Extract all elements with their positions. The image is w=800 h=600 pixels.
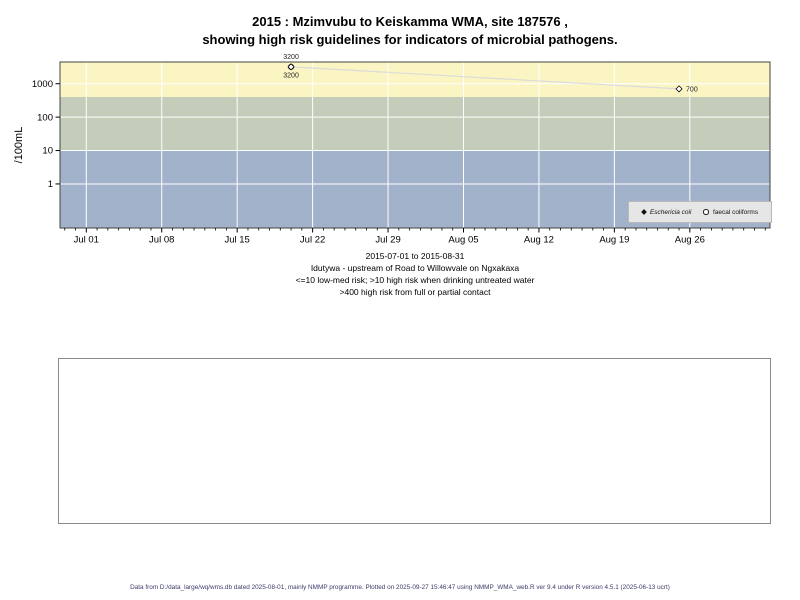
legend-item-escherichia-coli: Eschericia coli (641, 208, 692, 216)
y-tick-label: 1000 (32, 79, 53, 90)
empty-panel (58, 358, 771, 524)
x-tick-label: Jul 22 (300, 235, 325, 246)
footer-text: Data from D:/data_large/wq/wms.db dated … (130, 584, 670, 591)
x-axis-labels: Jul 01 Jul 08 Jul 15 Jul 22 Jul 29 Aug 05 Aug … (74, 235, 705, 246)
chart-legend: Eschericia coli faecal coliforms (628, 201, 772, 223)
gridlines (60, 62, 770, 228)
series-line (291, 66, 680, 90)
y-axis-title: /100mL (13, 127, 25, 164)
point-labels: 3200 700 3200 (283, 54, 698, 93)
y-axis-labels: 1 10 100 1000 (32, 79, 53, 190)
x-tick-label: Aug 19 (599, 235, 629, 246)
caption-risk-line2: >400 high risk from full or partial cont… (339, 287, 491, 297)
filled-diamond-icon (641, 209, 647, 215)
x-tick-label: Jul 01 (74, 235, 99, 246)
chart-svg: Jul 01 Jul 08 Jul 15 Jul 22 Jul 29 Aug 05 Aug … (13, 54, 771, 246)
risk-band (60, 97, 770, 151)
legend-label-faecal-coliforms: faecal coliforms (712, 208, 759, 216)
x-tick-label: Jul 08 (149, 235, 174, 246)
chart-title: 2015 : Mzimvubu to Keiskamma WMA, site 1… (55, 13, 765, 49)
x-tick-label: Aug 12 (524, 235, 554, 246)
data-point-diamond (675, 85, 683, 93)
x-tick-label: Aug 26 (675, 235, 705, 246)
data-point-diamond (287, 63, 295, 71)
y-tick-label: 1 (48, 179, 53, 190)
caption-risk-line1: <=10 low-med risk; >10 high risk when dr… (295, 275, 535, 285)
y-tick-label: 10 (42, 146, 53, 157)
chart-title-line2: showing high risk guidelines for indicat… (202, 32, 618, 47)
chart-title-line1: 2015 : Mzimvubu to Keiskamma WMA, site 1… (252, 14, 568, 29)
x-tick-label: Jul 29 (375, 235, 400, 246)
plot-border (59, 61, 771, 229)
x-tick-label: Aug 05 (448, 235, 478, 246)
caption-site: Idutywa - upstream of Road to Willowvale… (310, 263, 520, 273)
x-axis-ticks (64, 228, 766, 233)
data-point-label: 3200 (283, 54, 299, 61)
series-escherichia-coli (287, 63, 683, 93)
legend-label-escherichia-coli: Eschericia coli (649, 208, 692, 216)
risk-band (60, 62, 770, 98)
legend-item-faecal-coliforms: faecal coliforms (703, 209, 758, 216)
caption-period: 2015-07-01 to 2015-08-31 (365, 251, 465, 261)
data-point-label: 700 (686, 86, 698, 93)
x-tick-label: Jul 15 (224, 235, 249, 246)
chart-caption: 2015-07-01 to 2015-08-31 Idutywa - upstr… (60, 250, 770, 298)
y-axis-ticks (55, 83, 60, 185)
y-tick-label: 100 (37, 112, 53, 123)
data-point-label: 3200 (283, 72, 299, 79)
open-circle-icon (703, 209, 709, 215)
